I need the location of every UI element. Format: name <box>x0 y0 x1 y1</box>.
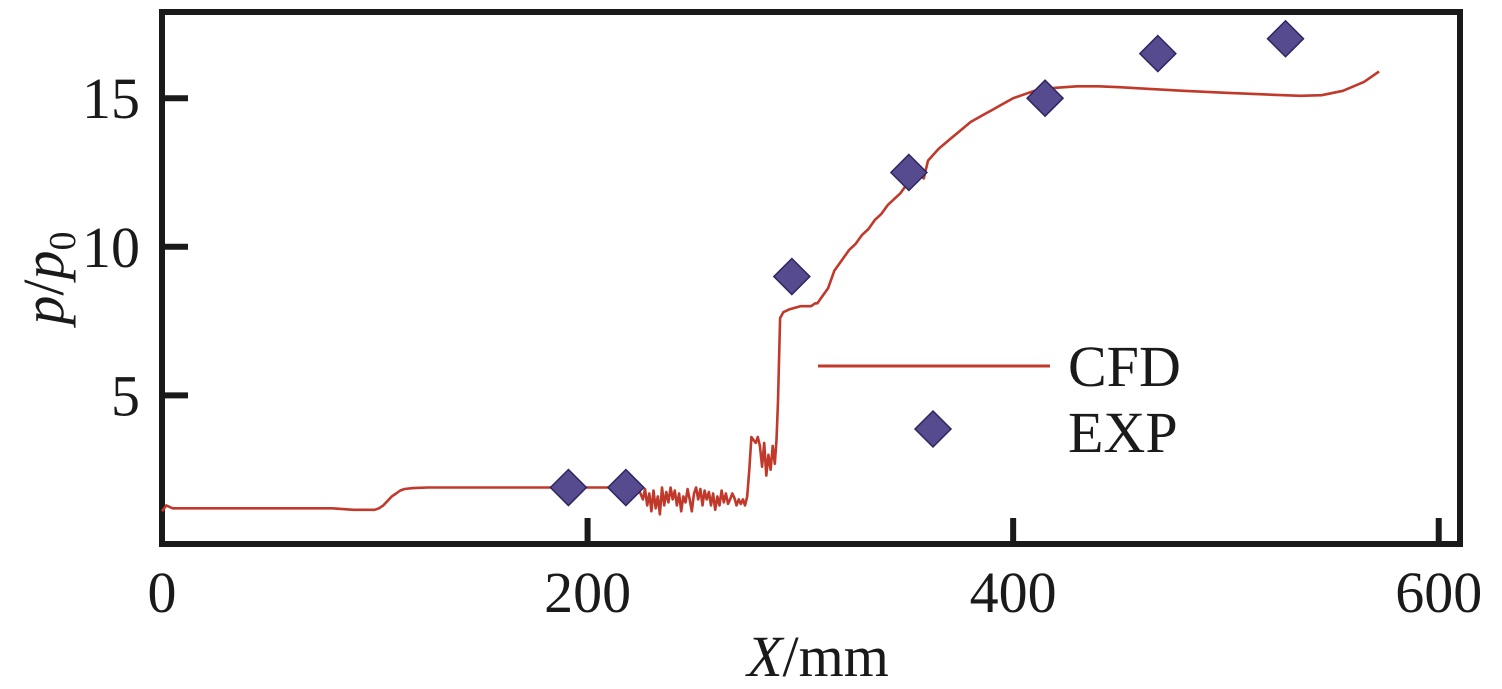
x-tick-label: 400 <box>970 560 1057 625</box>
legend-exp-label: EXP <box>1068 400 1178 465</box>
exp-data-point <box>772 257 811 296</box>
x-tick-label: 600 <box>1395 560 1482 625</box>
exp-data-point <box>889 153 928 192</box>
cfd-series-line <box>160 70 1380 516</box>
legend: CFD EXP <box>818 334 1181 465</box>
x-tick-labels: 0 200 400 600 <box>148 560 1483 625</box>
legend-cfd-label: CFD <box>1068 334 1181 399</box>
plot-frame <box>159 9 1463 547</box>
y-axis-label: p/p0 <box>11 231 84 328</box>
x-tick-label: 0 <box>148 560 177 625</box>
y-tick-labels: 5 10 15 <box>82 66 140 428</box>
svg-text:p/p0: p/p0 <box>11 231 84 328</box>
y-tick-label: 5 <box>111 363 140 428</box>
legend-exp-swatch <box>913 409 953 449</box>
y-tick-label: 10 <box>82 215 140 280</box>
y-ticks <box>162 95 188 399</box>
exp-data-point <box>549 468 588 507</box>
plot-area <box>160 19 1380 516</box>
exp-data-point <box>1266 19 1305 58</box>
x-ticks <box>159 518 1442 544</box>
exp-data-point <box>1138 34 1177 73</box>
exp-data-point <box>606 468 645 507</box>
x-tick-label: 200 <box>544 560 631 625</box>
y-tick-label: 15 <box>82 66 140 131</box>
exp-series-points <box>549 19 1305 507</box>
x-axis-label: X/mm <box>745 624 889 689</box>
exp-data-point <box>1026 79 1065 118</box>
